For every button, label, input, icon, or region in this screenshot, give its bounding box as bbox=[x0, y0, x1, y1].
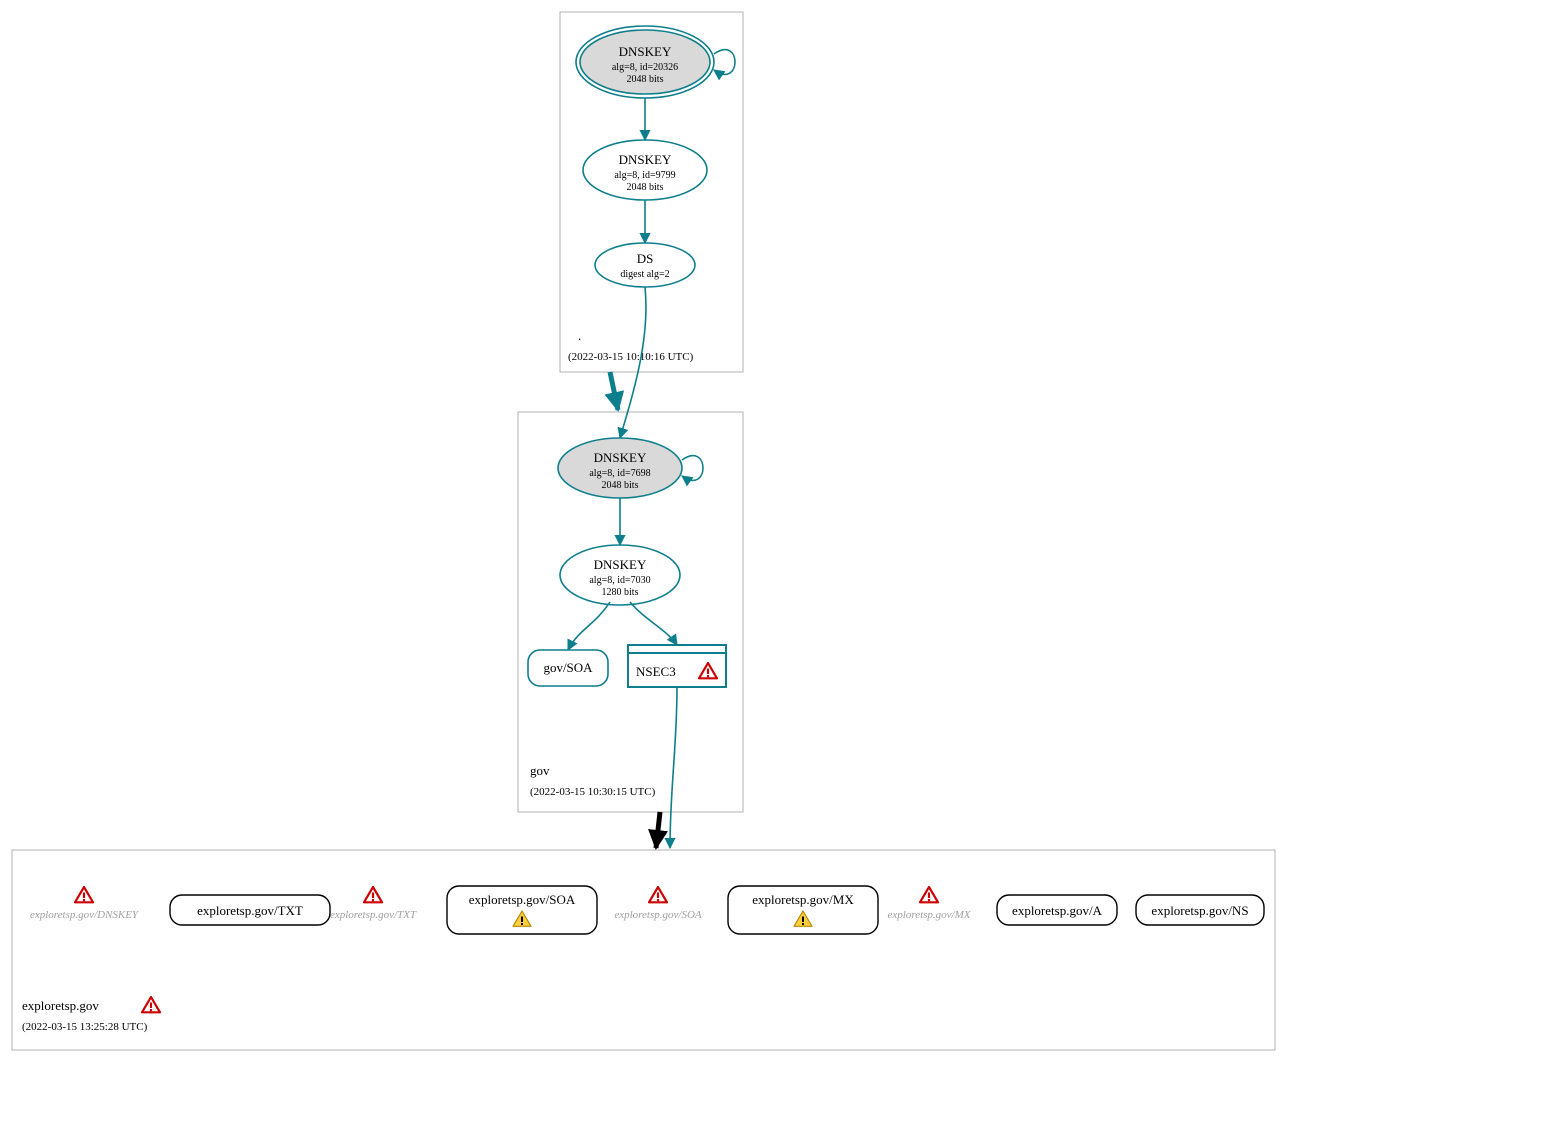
svg-text:2048 bits: 2048 bits bbox=[627, 182, 664, 193]
svg-text:.: . bbox=[578, 328, 581, 343]
svg-text:DNSKEY: DNSKEY bbox=[594, 450, 647, 465]
svg-text:exploretsp.gov/SOA: exploretsp.gov/SOA bbox=[469, 892, 576, 907]
svg-text:exploretsp.gov/NS: exploretsp.gov/NS bbox=[1151, 903, 1248, 918]
svg-text:exploretsp.gov: exploretsp.gov bbox=[22, 998, 99, 1013]
svg-text:2048 bits: 2048 bits bbox=[627, 74, 664, 85]
svg-text:DS: DS bbox=[637, 251, 654, 266]
svg-text:gov: gov bbox=[530, 763, 550, 778]
svg-text:exploretsp.gov/TXT: exploretsp.gov/TXT bbox=[330, 909, 417, 921]
svg-text:exploretsp.gov/SOA: exploretsp.gov/SOA bbox=[614, 909, 702, 921]
svg-text:(2022-03-15 10:30:15 UTC): (2022-03-15 10:30:15 UTC) bbox=[530, 786, 656, 798]
svg-text:alg=8, id=20326: alg=8, id=20326 bbox=[612, 62, 678, 73]
svg-text:exploretsp.gov/A: exploretsp.gov/A bbox=[1012, 903, 1103, 918]
zone-target-box bbox=[12, 850, 1275, 1050]
svg-text:DNSKEY: DNSKEY bbox=[619, 152, 672, 167]
svg-text:2048 bits: 2048 bits bbox=[602, 480, 639, 491]
svg-text:exploretsp.gov/DNSKEY: exploretsp.gov/DNSKEY bbox=[30, 909, 140, 921]
svg-text:alg=8, id=7030: alg=8, id=7030 bbox=[589, 575, 650, 586]
svg-text:exploretsp.gov/MX: exploretsp.gov/MX bbox=[752, 892, 854, 907]
svg-text:1280 bits: 1280 bits bbox=[602, 587, 639, 598]
svg-text:DNSKEY: DNSKEY bbox=[619, 44, 672, 59]
svg-text:(2022-03-15 13:25:28 UTC): (2022-03-15 13:25:28 UTC) bbox=[22, 1021, 148, 1033]
svg-text:gov/SOA: gov/SOA bbox=[543, 660, 593, 675]
svg-text:exploretsp.gov/TXT: exploretsp.gov/TXT bbox=[197, 903, 303, 918]
svg-text:alg=8, id=7698: alg=8, id=7698 bbox=[589, 468, 650, 479]
diagram-canvas: . (2022-03-15 10:10:16 UTC) gov (2022-03-15… bbox=[0, 0, 1543, 1130]
svg-text:(2022-03-15 10:10:16 UTC): (2022-03-15 10:10:16 UTC) bbox=[568, 351, 694, 363]
svg-text:alg=8, id=9799: alg=8, id=9799 bbox=[614, 170, 675, 181]
svg-text:NSEC3: NSEC3 bbox=[636, 664, 676, 679]
svg-text:digest alg=2: digest alg=2 bbox=[620, 269, 669, 280]
svg-text:DNSKEY: DNSKEY bbox=[594, 557, 647, 572]
svg-text:exploretsp.gov/MX: exploretsp.gov/MX bbox=[888, 909, 972, 921]
